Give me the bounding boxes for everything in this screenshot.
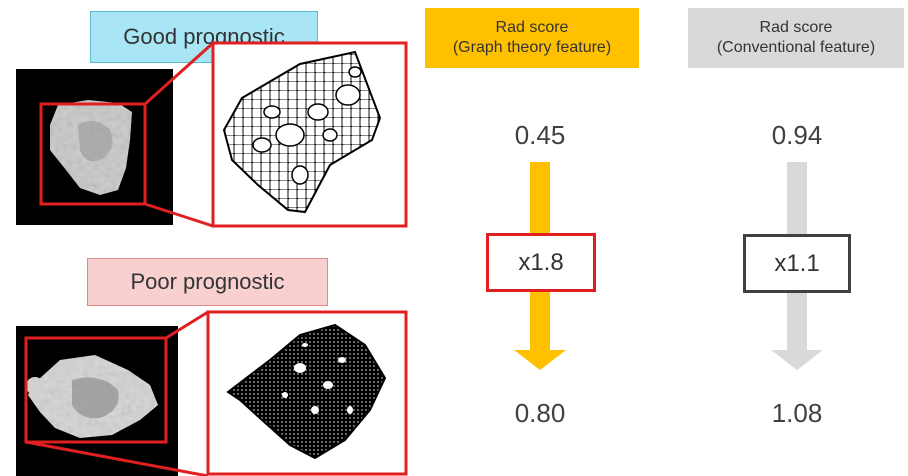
conventional-score-top: 0.94: [771, 120, 823, 150]
graph-header-line1: Rad score: [495, 19, 569, 36]
poor-ct-image: [16, 326, 178, 476]
poor-graph-mesh: [206, 310, 408, 476]
graph-header-line2: (Graph theory feature): [452, 39, 612, 56]
good-graph-mesh: [211, 41, 408, 228]
poor-prognostic-label: Poor prognostic: [87, 258, 328, 306]
conventional-multiplier-box: x1.1: [743, 234, 851, 293]
graph-score-top: 0.45: [514, 120, 566, 150]
graph-multiplier-text: x1.8: [518, 248, 564, 276]
graph-theory-header: Rad score (Graph theory feature): [425, 8, 639, 68]
conv-header-line1: Rad score: [759, 19, 833, 36]
good-ct-image: [16, 69, 173, 225]
graph-multiplier-box: x1.8: [486, 233, 596, 292]
conv-header-line2: (Conventional feature): [716, 39, 876, 56]
poor-prognostic-text: Poor prognostic: [130, 269, 285, 294]
conventional-score-bottom: 1.08: [771, 398, 823, 428]
good-prognostic-label: Good prognostic: [90, 11, 318, 63]
graph-score-bottom: 0.80: [514, 398, 566, 428]
conventional-multiplier-text: x1.1: [774, 249, 820, 277]
conventional-header: Rad score (Conventional feature): [688, 8, 904, 68]
